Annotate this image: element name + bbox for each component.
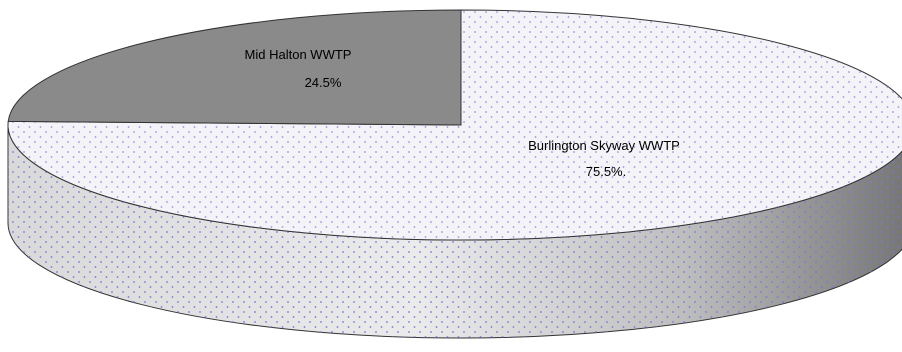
pie-top [7, 9, 902, 241]
slice-value-burlington-skyway: 75.5%. [586, 164, 626, 179]
pie-side-pattern [8, 125, 902, 338]
pie-labels: Burlington Skyway WWTP 75.5%. Mid Halton… [245, 47, 680, 179]
slice-value-mid-halton: 24.5% [305, 75, 342, 90]
pie-slice-mid-halton [7, 9, 462, 126]
slice-label-mid-halton: Mid Halton WWTP [245, 47, 352, 62]
slice-label-burlington-skyway: Burlington Skyway WWTP [528, 138, 680, 153]
